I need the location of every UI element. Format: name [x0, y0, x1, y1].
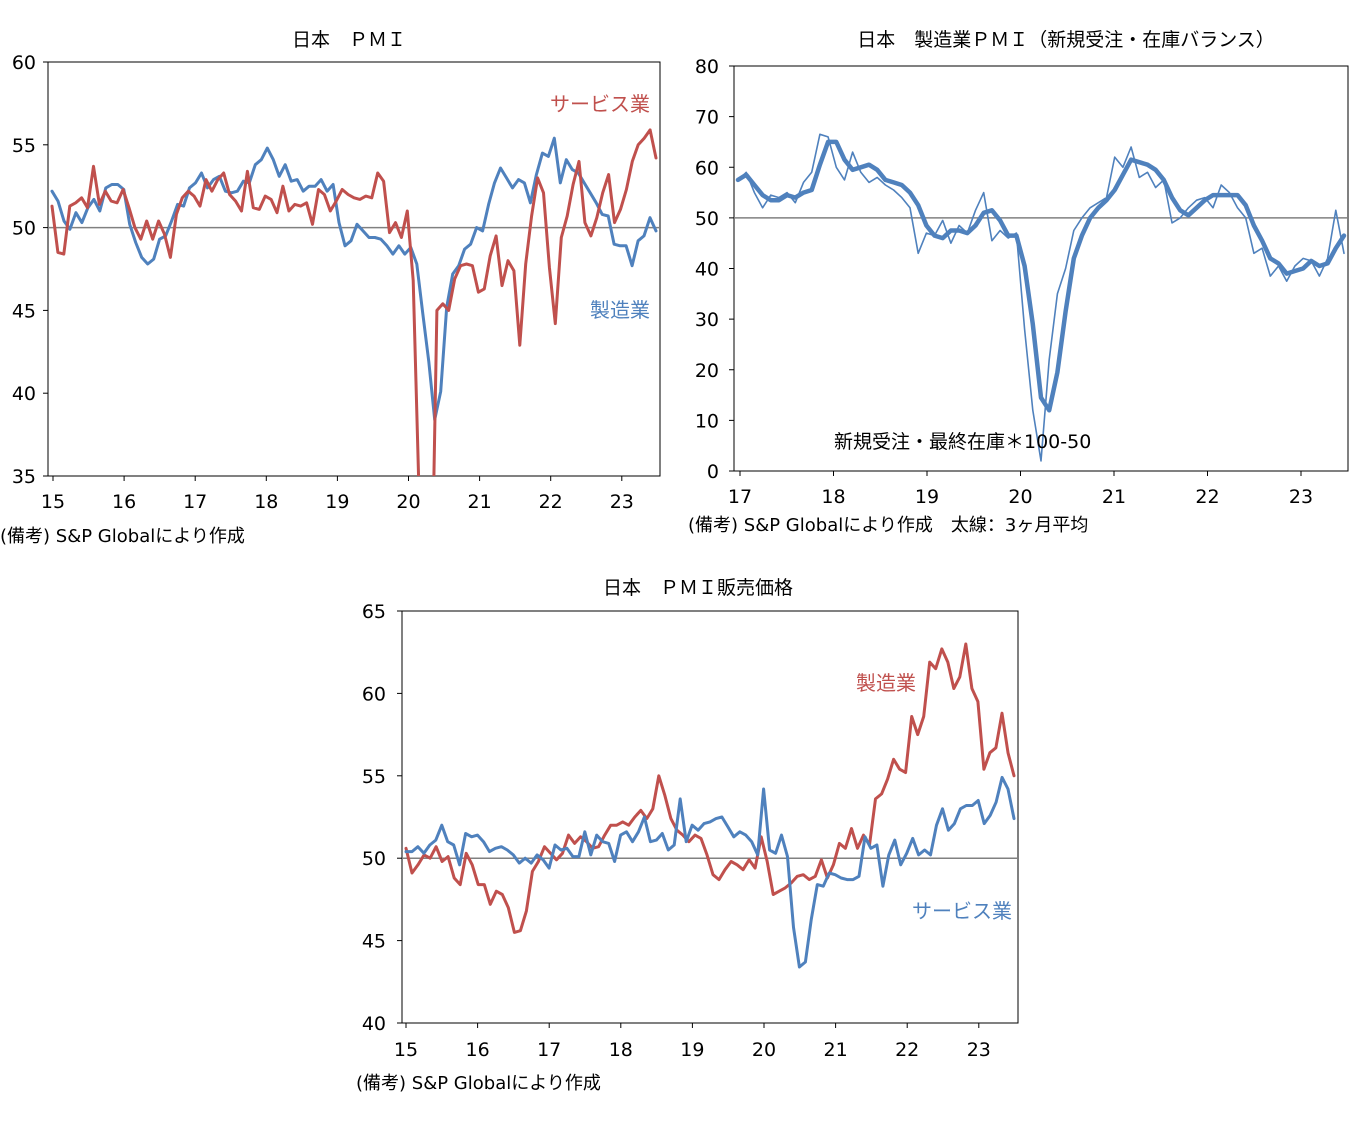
orders-y-tick-label: 20 [695, 360, 719, 382]
pmi-source-note: (備考) S&P Globalにより作成 [0, 526, 245, 547]
pmi-y-tick-label: 45 [12, 300, 36, 322]
pmi-series-line-a [50, 128, 658, 476]
pmi-series-label-services: サービス業 [550, 92, 650, 116]
orders-y-tick-label: 60 [695, 157, 719, 179]
pmi-y-tick-label: 35 [12, 466, 36, 488]
pmi-x-tick-label: 16 [112, 491, 136, 513]
prices-y-tick-label: 45 [362, 931, 386, 953]
prices-x-tick-label: 23 [967, 1039, 991, 1061]
prices-x-tick-label: 16 [466, 1039, 490, 1061]
prices-y-tick-label: 55 [362, 766, 386, 788]
prices-x-tick-label: 17 [537, 1039, 561, 1061]
prices-y-tick-label: 50 [362, 848, 386, 870]
prices-x-tick-label: 21 [824, 1039, 848, 1061]
pmi-x-tick-label: 18 [254, 491, 278, 513]
prices-chart-group: 日本 ＰＭＩ販売価格 40 45 50 55 60 65 15 16 17 18 19 20 21 22… [356, 577, 1019, 1094]
pmi-chart-group: 日本 ＰＭＩ 35 40 45 50 55 60 15 16 17 18 19 20 21 22 23 サ… [0, 29, 661, 547]
orders-plot-area [733, 65, 1349, 472]
prices-x-tick-label: 22 [895, 1039, 919, 1061]
orders-chart-group: 日本 製造業ＰＭＩ（新規受注・在庫バランス） 0 10 20 30 40 50 60 70 80… [688, 29, 1349, 536]
orders-y-tick-label: 30 [695, 309, 719, 331]
pmi-x-tick-label: 19 [325, 491, 349, 513]
orders-x-tick-label: 18 [821, 486, 845, 508]
pmi-y-tick-label: 60 [12, 52, 36, 74]
orders-x-tick-label: 17 [728, 486, 752, 508]
pmi-y-tick-label: 50 [12, 218, 36, 240]
pmi-series-label-manufacturing: 製造業 [590, 298, 650, 322]
orders-source-note: (備考) S&P Globalにより作成 太線：3ヶ月平均 [688, 515, 1088, 536]
orders-series-line-a [737, 133, 1345, 462]
pmi-chart-title: 日本 ＰＭＩ [292, 29, 406, 51]
pmi-y-tick-label: 40 [12, 383, 36, 405]
orders-series-line-b [735, 139, 1347, 413]
prices-y-tick-label: 60 [362, 683, 386, 705]
pmi-x-tick-label: 15 [41, 491, 65, 513]
prices-x-tick-label: 20 [752, 1039, 776, 1061]
orders-chart-title: 日本 製造業ＰＭＩ（新規受注・在庫バランス） [857, 29, 1275, 51]
prices-plot-area [401, 610, 1019, 1024]
pmi-x-tick-label: 21 [468, 491, 492, 513]
prices-chart-title: 日本 ＰＭＩ販売価格 [603, 577, 793, 599]
pmi-y-tick-label: 55 [12, 135, 36, 157]
prices-series-line-b [404, 775, 1016, 969]
orders-x-tick-label: 23 [1289, 486, 1313, 508]
orders-y-tick-label: 80 [695, 56, 719, 78]
orders-x-tick-label: 21 [1102, 486, 1126, 508]
orders-x-tick-label: 20 [1008, 486, 1032, 508]
prices-x-tick-label: 15 [394, 1039, 418, 1061]
orders-y-tick-label: 0 [707, 461, 719, 483]
orders-y-tick-label: 10 [695, 410, 719, 432]
prices-series-label-manufacturing: 製造業 [856, 671, 916, 695]
orders-y-tick-label: 70 [695, 107, 719, 129]
pmi-series-line-b [50, 136, 658, 422]
prices-y-tick-label: 40 [362, 1013, 386, 1035]
prices-series-line-a [404, 642, 1016, 934]
pmi-plot-area [47, 61, 661, 477]
pmi-x-tick-label: 22 [539, 491, 563, 513]
prices-series-label-services: サービス業 [912, 899, 1012, 923]
orders-x-tick-label: 22 [1195, 486, 1219, 508]
pmi-x-tick-label: 23 [610, 491, 634, 513]
orders-y-tick-label: 50 [695, 208, 719, 230]
prices-x-tick-label: 19 [680, 1039, 704, 1061]
orders-y-tick-label: 40 [695, 259, 719, 281]
prices-source-note: (備考) S&P Globalにより作成 [356, 1073, 601, 1094]
orders-x-tick-label: 19 [915, 486, 939, 508]
prices-y-tick-label: 65 [362, 601, 386, 623]
pmi-x-tick-label: 20 [396, 491, 420, 513]
pmi-x-tick-label: 17 [183, 491, 207, 513]
orders-annotation: 新規受注・最終在庫＊100-50 [834, 431, 1091, 453]
prices-x-tick-label: 18 [609, 1039, 633, 1061]
